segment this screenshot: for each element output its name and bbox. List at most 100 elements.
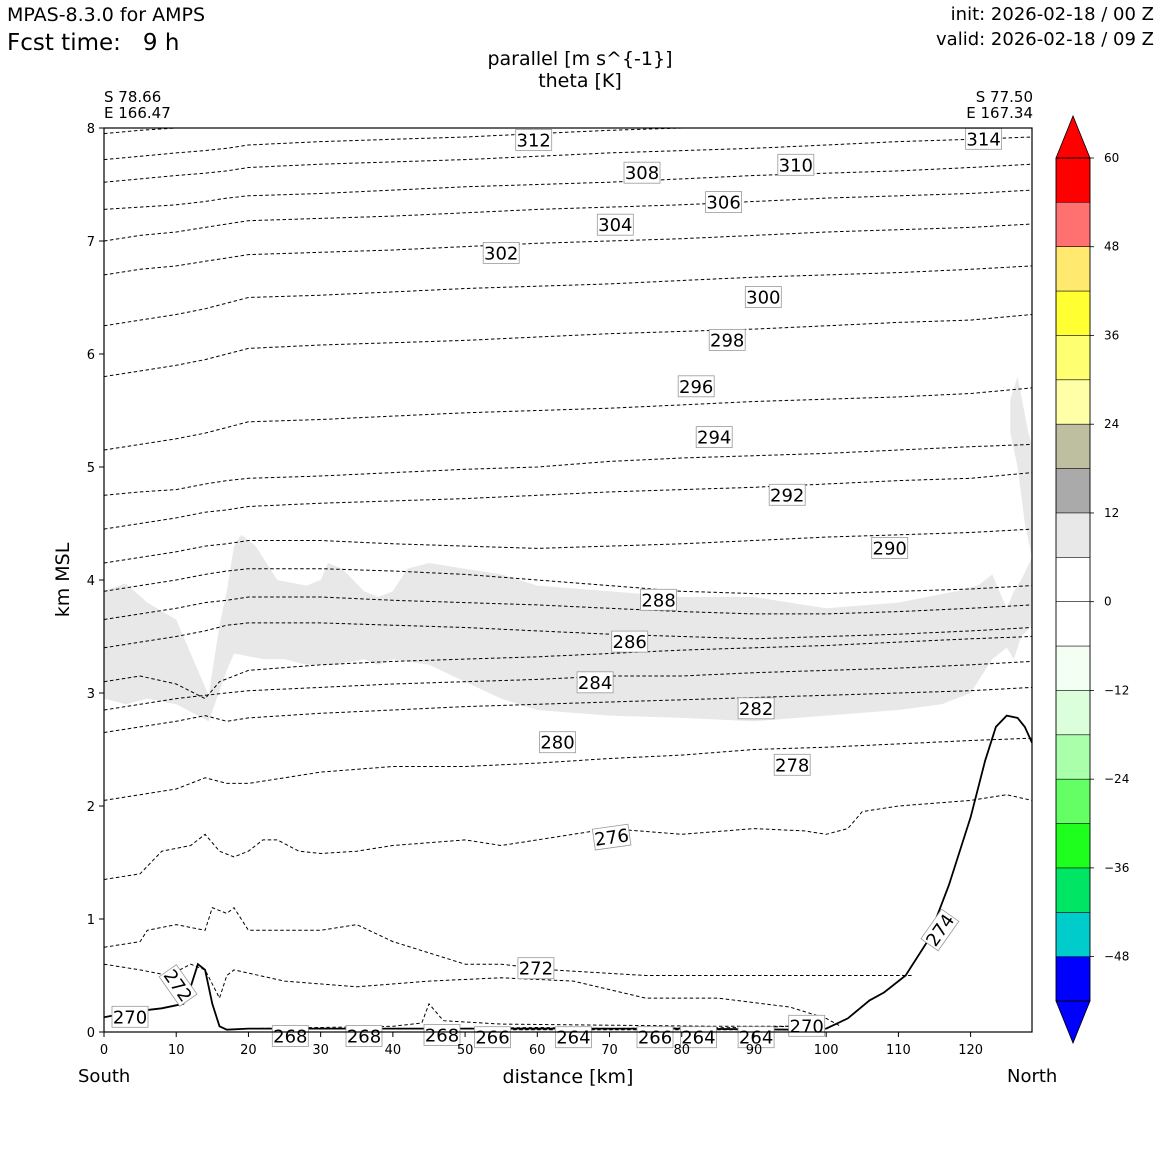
x-tick-label: 120 — [958, 1043, 983, 1058]
x-tick-label: 50 — [457, 1043, 474, 1058]
theta-label-text: 286 — [613, 632, 647, 653]
theta-label-text: 266 — [475, 1028, 509, 1049]
x-tick-label: 40 — [385, 1043, 402, 1058]
colorbar-tick-label: 48 — [1104, 240, 1119, 254]
end-point-lon: E 167.34 — [966, 104, 1033, 122]
theta-contour-278 — [104, 686, 1032, 733]
theta-label-text: 272 — [519, 959, 553, 980]
theta-label-text: 294 — [697, 428, 731, 449]
theta-contour-296 — [104, 387, 1032, 451]
theta-label-text: 296 — [679, 377, 713, 398]
theta-label-text: 284 — [578, 673, 612, 694]
x-tick-label: 20 — [240, 1043, 257, 1058]
theta-label-box — [768, 483, 806, 506]
theta-label-box — [596, 213, 634, 236]
theta-label-box — [515, 128, 553, 151]
theta-label-text: 314 — [966, 129, 1000, 150]
theta-label-286: 286 — [611, 630, 649, 653]
colorbar-segment — [1056, 779, 1090, 824]
theta-label-box — [345, 1025, 383, 1047]
theta-label-270: 270 — [788, 1014, 826, 1037]
y-tick-label: 5 — [87, 461, 95, 476]
theta-label-text: 306 — [706, 193, 740, 214]
theta-label-box — [591, 823, 632, 851]
start-point-coords: S 78.66 E 166.47 — [104, 89, 171, 121]
theta-contour-306 — [104, 163, 1032, 210]
theta-label-284: 284 — [576, 671, 614, 694]
theta-label-294: 294 — [695, 426, 733, 449]
theta-label-box — [744, 286, 782, 308]
theta-contour-layer — [104, 66, 1032, 1031]
colorbar-segment — [1056, 202, 1090, 248]
theta-contour-270 — [104, 963, 841, 1027]
start-point-lon: E 166.47 — [104, 104, 171, 122]
y-tick-label: 3 — [87, 687, 95, 702]
theta-contour-280 — [104, 660, 1032, 711]
theta-label-272: 272 — [517, 957, 555, 980]
end-point-coords: S 77.50 E 167.34 — [966, 89, 1033, 121]
y-tick-label: 1 — [87, 913, 95, 928]
theta-label-306: 306 — [705, 191, 742, 214]
theta-label-288: 288 — [640, 588, 677, 611]
end-side-label: North — [1007, 1066, 1058, 1087]
theta-label-box — [640, 588, 677, 611]
theta-contour-314 — [104, 66, 1032, 111]
chart-title-line2: theta [K] — [538, 70, 622, 92]
start-point-lat: S 78.66 — [104, 88, 162, 106]
theta-label-box — [576, 671, 614, 694]
theta-label-box — [773, 753, 811, 776]
x-tick-label: 30 — [312, 1043, 329, 1058]
y-tick-label: 2 — [87, 800, 95, 815]
theta-label-box — [737, 697, 775, 720]
theta-label-text: 266 — [638, 1028, 672, 1049]
colorbar-segment — [1056, 646, 1090, 691]
theta-label-text: 310 — [779, 155, 813, 176]
chart-title-line1: parallel [m s^{-1}] — [487, 48, 673, 70]
theta-label-314: 314 — [965, 127, 1002, 150]
theta-contour-286 — [104, 596, 1032, 620]
colorbar-segment — [1056, 512, 1090, 558]
theta-label-text: 268 — [425, 1025, 459, 1046]
colorbar-segment — [1056, 291, 1090, 336]
theta-label-270: 270 — [111, 1005, 149, 1028]
x-tick-label: 110 — [886, 1043, 911, 1058]
x-tick-label: 70 — [601, 1043, 618, 1058]
theta-label-266: 266 — [474, 1026, 511, 1049]
theta-label-text: 308 — [625, 163, 659, 184]
theta-label-text: 276 — [593, 825, 630, 851]
theta-label-278: 278 — [773, 753, 811, 776]
theta-label-304: 304 — [596, 213, 634, 236]
theta-label-text: 290 — [873, 538, 907, 559]
theta-label-box — [871, 537, 909, 559]
colorbar-segment — [1056, 867, 1090, 913]
theta-label-box — [777, 153, 815, 176]
x-tick-label: 0 — [100, 1043, 108, 1058]
theta-label-box — [158, 964, 198, 1007]
theta-label-312: 312 — [515, 128, 553, 151]
theta-contour-292 — [104, 472, 1032, 530]
theta-label-box — [517, 957, 555, 980]
colorbar-tick-label: 36 — [1104, 328, 1119, 342]
theta-label-268: 268 — [423, 1024, 461, 1046]
forecast-time-label: Fcst time: — [7, 30, 121, 56]
x-tick-label: 100 — [814, 1043, 839, 1058]
theta-label-text: 270 — [790, 1016, 824, 1037]
colorbar-tick-label: 12 — [1104, 506, 1119, 520]
theta-label-box — [695, 426, 733, 449]
theta-label-box — [111, 1005, 149, 1028]
colorbar-segment — [1056, 912, 1090, 958]
x-axis-label: distance [km] — [503, 1066, 634, 1088]
colorbar-segment — [1056, 379, 1090, 425]
theta-label-290: 290 — [871, 537, 909, 559]
colorbar-tick-label: 0 — [1104, 595, 1112, 609]
theta-label-text: 298 — [710, 330, 744, 351]
theta-label-text: 312 — [517, 130, 551, 151]
colorbar-under-arrow — [1055, 1000, 1091, 1045]
theta-label-box — [708, 328, 746, 351]
colorbar-tick-label: 60 — [1104, 151, 1119, 165]
y-axis: 0 1 2 3 4 5 6 7 8 — [87, 122, 104, 1041]
theta-label-box — [920, 908, 960, 952]
colorbar-segment — [1056, 335, 1090, 381]
wind-band-north — [1010, 376, 1032, 558]
